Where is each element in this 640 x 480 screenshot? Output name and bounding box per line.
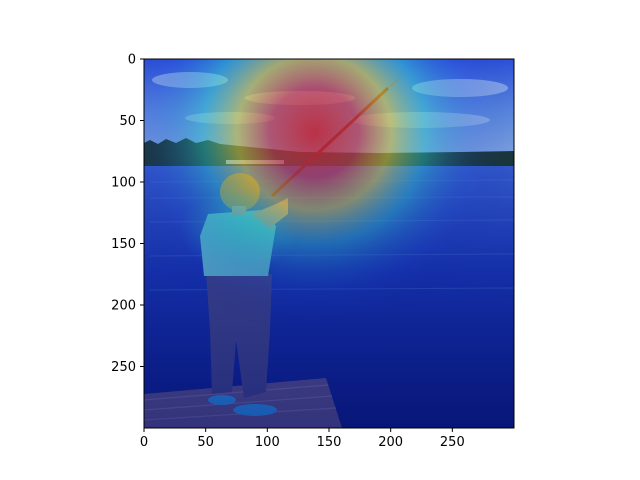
y-tick-label-150: 150 [111,237,136,252]
heatmap-low-region [144,59,514,428]
y-tick-label-50: 50 [119,114,136,129]
y-tick-label-100: 100 [111,176,136,191]
y-tick-label-0: 0 [128,53,136,68]
x-tick-label-0: 0 [140,435,148,450]
y-tick-label-250: 250 [111,360,136,375]
x-tick-label-150: 150 [317,435,342,450]
x-tick-label-200: 200 [378,435,403,450]
x-tick-label-50: 50 [197,435,214,450]
y-axis: 0 50 100 150 200 250 [111,53,144,375]
x-axis: 0 50 100 150 200 250 [140,428,465,450]
x-tick-label-250: 250 [440,435,465,450]
y-tick-label-200: 200 [111,299,136,314]
x-tick-label-100: 100 [255,435,280,450]
heatmap-image [144,59,514,428]
